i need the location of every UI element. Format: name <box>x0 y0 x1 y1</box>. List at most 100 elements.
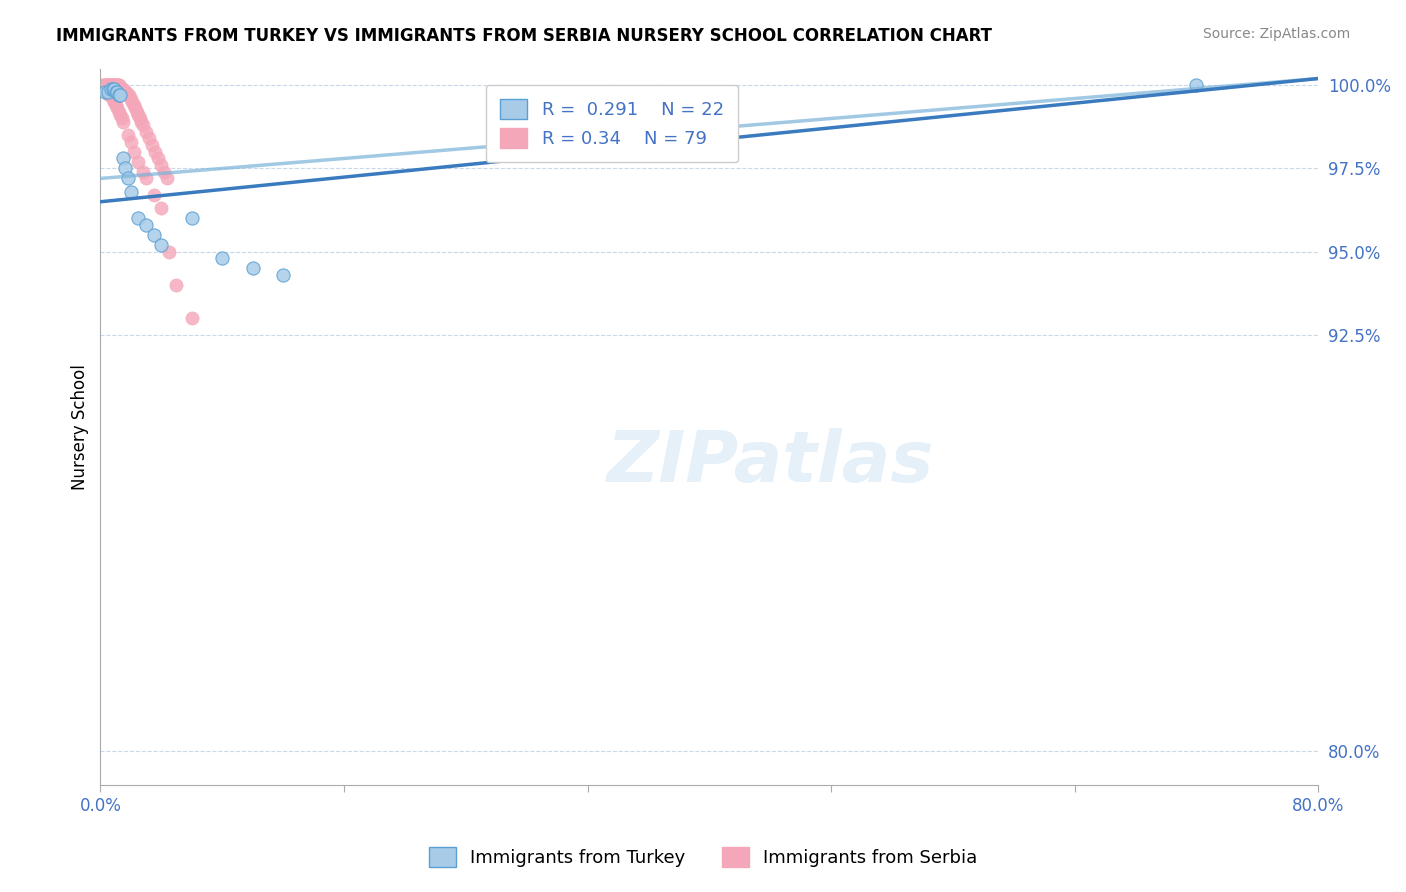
Point <box>211 252 233 266</box>
Point <box>143 145 166 159</box>
Point <box>141 138 163 153</box>
Point <box>132 118 155 132</box>
Point <box>105 85 128 99</box>
Point <box>1185 78 1208 92</box>
Point <box>166 278 188 293</box>
Point <box>97 85 120 99</box>
Point <box>125 104 148 119</box>
Point <box>148 152 170 166</box>
Point <box>94 78 117 92</box>
Point <box>96 78 118 92</box>
Point <box>101 91 124 105</box>
Point <box>107 78 129 92</box>
Point <box>97 78 120 92</box>
Point <box>98 78 121 92</box>
Point <box>105 102 128 116</box>
Point <box>180 311 202 326</box>
Point <box>242 261 264 276</box>
Point <box>107 78 129 92</box>
Point <box>105 78 128 92</box>
Point <box>108 81 131 95</box>
Point <box>104 85 127 99</box>
Point <box>157 244 180 259</box>
Point <box>101 78 124 92</box>
Point <box>117 88 139 103</box>
Point <box>90 78 112 92</box>
Point <box>127 211 149 226</box>
Point <box>120 91 142 105</box>
Point <box>122 98 145 112</box>
Point <box>115 85 138 99</box>
Point <box>93 81 115 95</box>
Point <box>100 78 122 92</box>
Point <box>100 78 122 92</box>
Point <box>98 78 121 92</box>
Point <box>101 78 124 92</box>
Point <box>111 81 134 95</box>
Point <box>135 125 157 139</box>
Point <box>150 202 173 216</box>
Point <box>135 171 157 186</box>
Point <box>114 161 136 176</box>
Legend: R =  0.291    N = 22, R = 0.34    N = 79: R = 0.291 N = 22, R = 0.34 N = 79 <box>485 85 738 162</box>
Point <box>105 78 128 92</box>
Point <box>97 78 120 92</box>
Point <box>98 78 121 92</box>
Point <box>111 81 134 95</box>
Point <box>142 228 165 243</box>
Text: ZIPatlas: ZIPatlas <box>606 428 934 497</box>
Point <box>112 115 135 129</box>
Point <box>94 85 117 99</box>
Point <box>103 81 125 95</box>
Text: IMMIGRANTS FROM TURKEY VS IMMIGRANTS FROM SERBIA NURSERY SCHOOL CORRELATION CHAR: IMMIGRANTS FROM TURKEY VS IMMIGRANTS FRO… <box>56 27 993 45</box>
Point <box>93 78 115 92</box>
Text: Source: ZipAtlas.com: Source: ZipAtlas.com <box>1202 27 1350 41</box>
Point <box>180 211 202 226</box>
Point <box>120 185 142 199</box>
Point <box>111 112 134 126</box>
Point <box>103 78 125 92</box>
Point <box>101 78 124 92</box>
Point <box>112 85 135 99</box>
Point <box>112 152 135 166</box>
Point <box>108 108 131 122</box>
Point <box>108 88 131 103</box>
Point <box>122 145 145 159</box>
Point <box>117 171 139 186</box>
Point <box>129 112 152 126</box>
Point <box>121 95 143 109</box>
Point <box>131 115 153 129</box>
Point <box>135 218 157 232</box>
Legend: Immigrants from Turkey, Immigrants from Serbia: Immigrants from Turkey, Immigrants from … <box>422 839 984 874</box>
Point <box>97 85 120 99</box>
Point <box>132 165 155 179</box>
Point <box>114 85 136 99</box>
Point <box>104 78 127 92</box>
Point <box>101 81 124 95</box>
Point <box>142 188 165 202</box>
Point <box>94 78 117 92</box>
Point <box>127 154 149 169</box>
Point <box>118 88 141 103</box>
Point <box>100 88 122 103</box>
Point <box>100 78 122 92</box>
Point <box>150 158 173 172</box>
Point <box>120 135 142 149</box>
Point <box>97 78 120 92</box>
Point <box>271 268 294 282</box>
Y-axis label: Nursery School: Nursery School <box>72 364 89 490</box>
Point <box>138 131 160 145</box>
Point <box>156 171 179 186</box>
Point <box>127 108 149 122</box>
Point <box>98 88 121 103</box>
Point <box>108 81 131 95</box>
Point <box>104 78 127 92</box>
Point <box>107 88 129 103</box>
Point <box>112 81 135 95</box>
Point <box>96 78 118 92</box>
Point <box>153 165 176 179</box>
Point <box>107 104 129 119</box>
Point <box>150 238 173 252</box>
Point <box>100 81 122 95</box>
Point <box>94 81 117 95</box>
